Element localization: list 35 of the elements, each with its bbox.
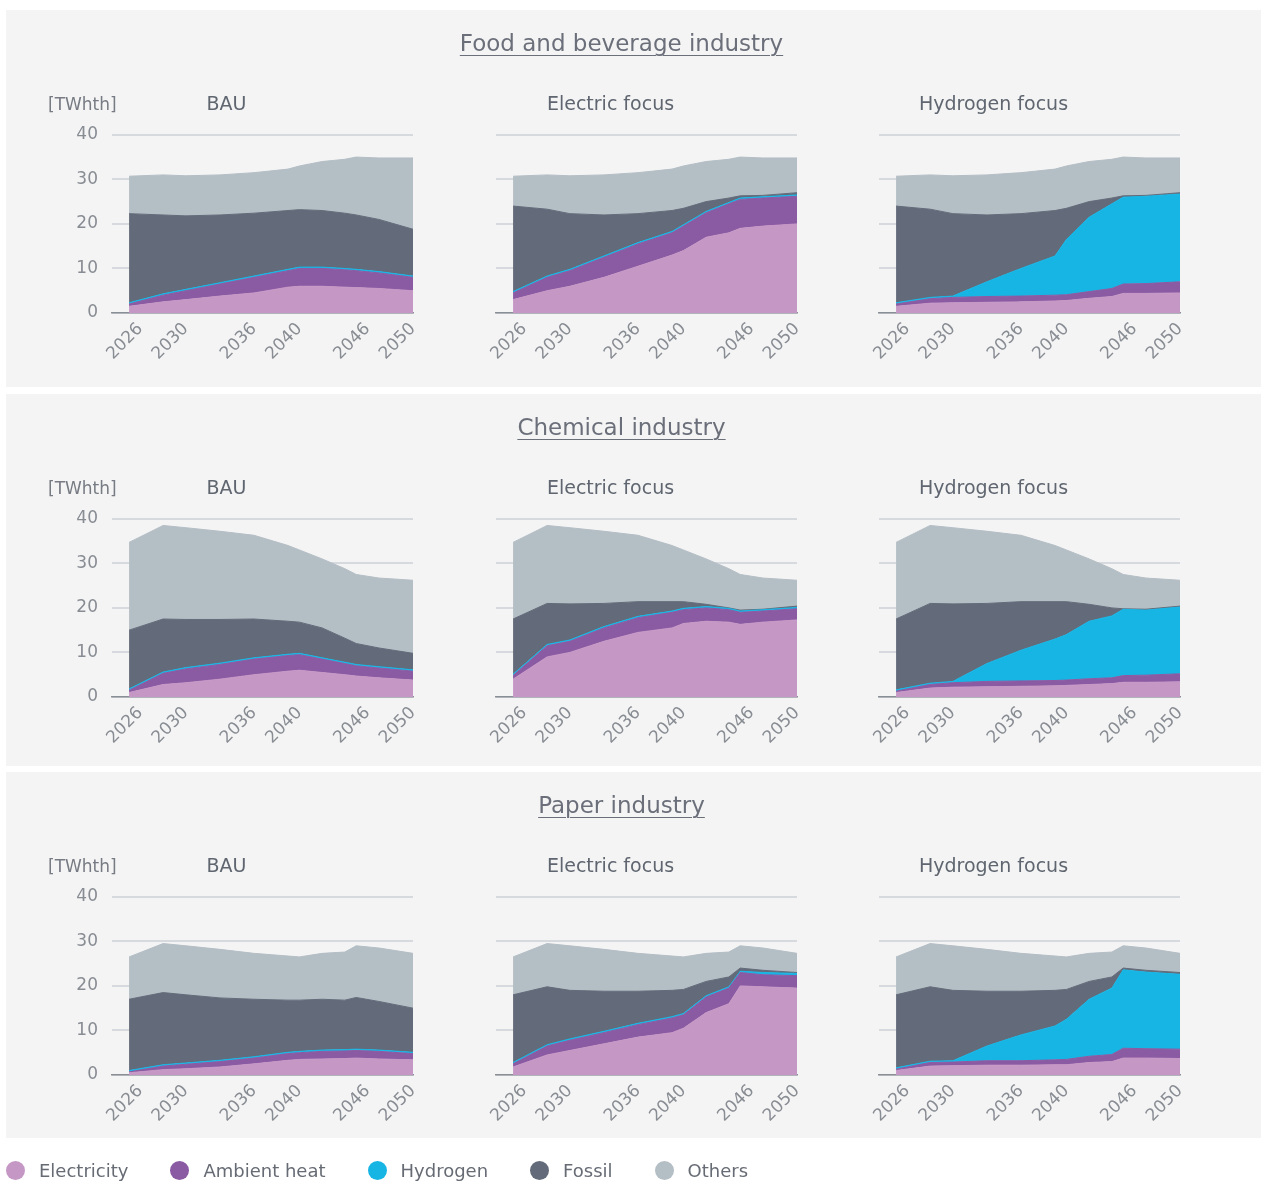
y-tick-label: 30	[76, 551, 98, 572]
chart-subtitle: BAU	[206, 476, 247, 499]
y-tick-label: 0	[87, 685, 98, 706]
chart-title: Paper industry	[538, 792, 705, 818]
y-tick-label: 0	[87, 1063, 98, 1084]
chart-subtitle: Hydrogen focus	[918, 92, 1069, 115]
y-axis-title: [TWhth]	[48, 856, 117, 877]
y-tick-label: 20	[76, 596, 98, 617]
y-tick-label: 10	[76, 256, 98, 277]
y-tick-label: 10	[76, 640, 98, 661]
y-tick-label: 40	[76, 507, 98, 528]
y-tick-label: 30	[76, 167, 98, 188]
chart-subtitle: Hydrogen focus	[918, 854, 1069, 877]
y-axis-title: [TWhth]	[48, 94, 117, 115]
legend-label: Hydrogen	[400, 1160, 489, 1181]
y-tick-label: 10	[76, 1018, 98, 1039]
y-tick-label: 0	[87, 301, 98, 322]
chart-title: Food and beverage industry	[459, 30, 784, 56]
chart-subtitle: BAU	[206, 92, 247, 115]
chart-subtitle: Electric focus	[546, 92, 675, 115]
legend-label: Others	[687, 1160, 749, 1181]
y-tick-label: 20	[76, 212, 98, 233]
chart-subtitle: BAU	[206, 854, 247, 877]
legend-label: Electricity	[39, 1160, 129, 1181]
chart-title: Chemical industry	[517, 414, 726, 440]
chart-subtitle: Electric focus	[546, 476, 675, 499]
chart-subtitle: Hydrogen focus	[918, 476, 1069, 499]
y-tick-label: 20	[76, 974, 98, 995]
y-tick-label: 40	[76, 123, 98, 144]
y-axis-title: [TWhth]	[48, 478, 117, 499]
legend-label: Ambient heat	[203, 1160, 326, 1181]
y-tick-label: 30	[76, 929, 98, 950]
legend-label: Fossil	[563, 1160, 613, 1181]
chart-subtitle: Electric focus	[546, 854, 675, 877]
y-tick-label: 40	[76, 885, 98, 906]
